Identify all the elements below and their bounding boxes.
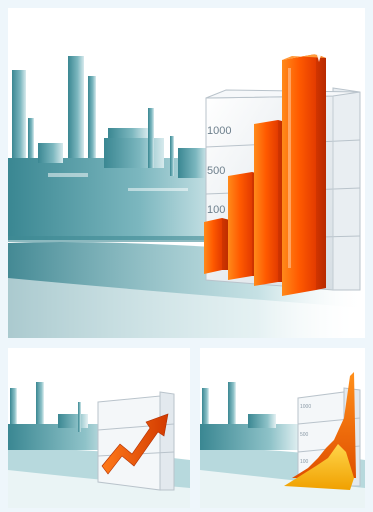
bar-3 [254, 120, 286, 286]
area-chart-illustration: 1000 500 100 [200, 372, 365, 508]
sparkle-icon [310, 44, 328, 62]
industrial-skyline-small [200, 382, 300, 450]
grid-label-small-100: 100 [300, 459, 309, 465]
bar-1 [204, 218, 230, 274]
glass-grid-small [97, 391, 175, 491]
main-illustration: 1000 500 100 [8, 44, 365, 338]
grid-label-100: 100 [207, 204, 225, 216]
arrow-illustration [8, 382, 190, 508]
main-illustration-panel: 1000 500 100 [8, 8, 365, 338]
grid-label-small-500: 500 [300, 432, 309, 438]
industrial-skyline [8, 56, 228, 240]
rising-arrow-icon [101, 413, 169, 475]
bars [204, 54, 326, 296]
area-chart-shape [284, 372, 356, 490]
bar-4 [282, 54, 326, 296]
grid-label-500: 500 [207, 165, 225, 177]
grid-label-1000: 1000 [207, 125, 231, 137]
grid-label-small-1000: 1000 [300, 404, 311, 410]
arrow-illustration-panel [8, 348, 190, 508]
area-chart-illustration-panel: 1000 500 100 [200, 348, 365, 508]
